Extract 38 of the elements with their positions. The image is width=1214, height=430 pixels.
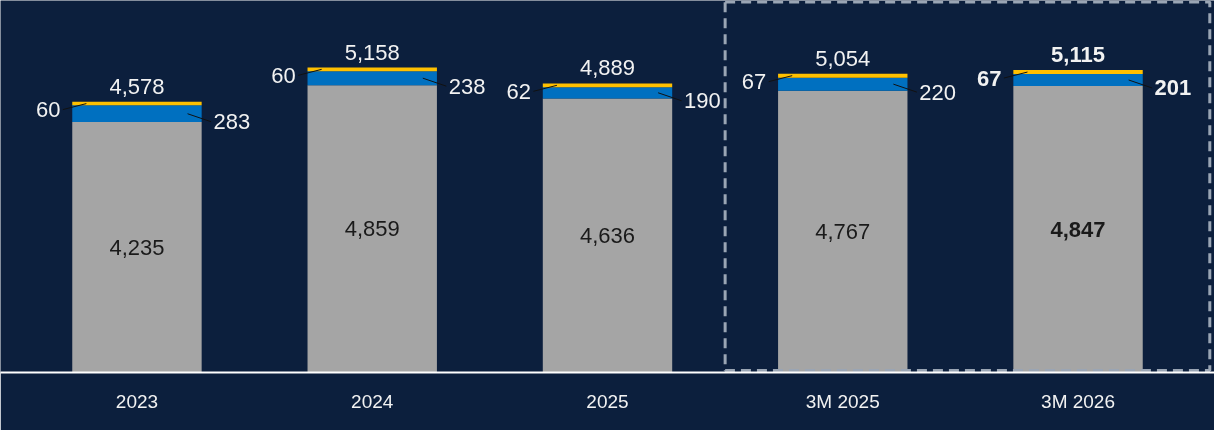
bar	[307, 85, 437, 373]
data-label: 67	[741, 69, 767, 95]
data-label: 4,636	[579, 222, 636, 248]
bar	[542, 83, 673, 88]
data-label: 201	[1154, 75, 1192, 101]
data-label: 67	[977, 65, 1002, 91]
bar	[72, 105, 202, 123]
bar	[1013, 74, 1143, 86]
total-label: 5,115	[1051, 42, 1105, 68]
bar	[307, 71, 437, 86]
bar	[1013, 70, 1143, 75]
x-tick-label: 2024	[351, 390, 394, 412]
data-label: 190	[683, 88, 721, 114]
bar	[778, 73, 908, 78]
bar	[778, 77, 908, 91]
data-label: 4,235	[109, 234, 165, 260]
x-tick-label: 2025	[586, 390, 629, 412]
bar	[542, 87, 673, 99]
data-label: 283	[213, 109, 251, 135]
bar	[542, 98, 673, 373]
x-tick-label: 2023	[115, 390, 159, 412]
total-label: 5,054	[815, 45, 871, 71]
data-label: 4,767	[815, 219, 871, 245]
bar	[778, 90, 908, 373]
x-tick-label: 3M 2026	[1041, 390, 1116, 412]
data-label: 60	[271, 62, 296, 88]
data-label: 4,847	[1050, 216, 1106, 242]
x-tick-label: 3M 2025	[805, 390, 880, 412]
data-label: 220	[919, 79, 956, 105]
total-label: 5,158	[344, 39, 400, 65]
bar	[1013, 85, 1143, 373]
total-label: 4,578	[109, 73, 165, 99]
data-label: 60	[36, 97, 61, 123]
bar	[72, 122, 202, 373]
data-label: 238	[448, 73, 486, 99]
data-label: 62	[506, 78, 532, 104]
total-label: 4,889	[579, 55, 636, 81]
data-label: 4,859	[344, 216, 400, 242]
